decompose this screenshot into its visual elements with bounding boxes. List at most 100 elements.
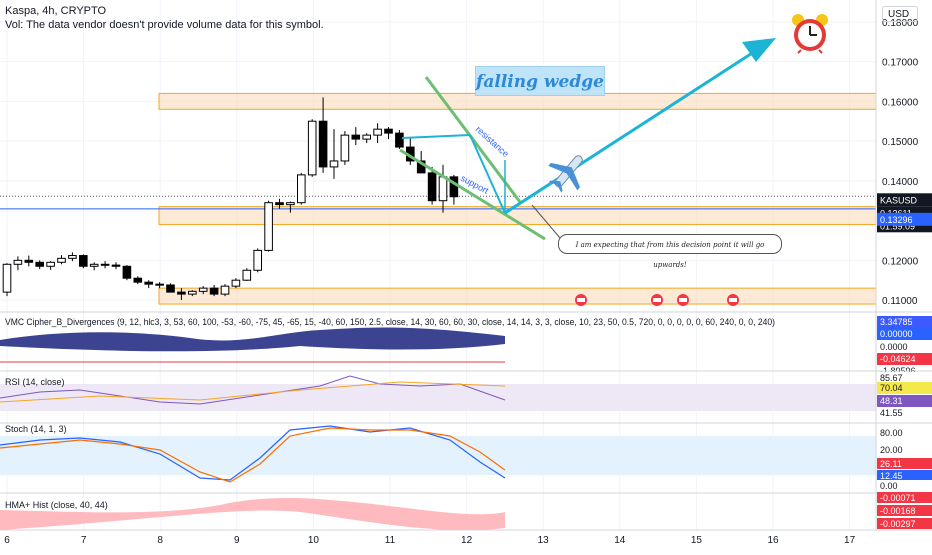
symbol-title: Kaspa, 4h, CRYPTO — [5, 5, 107, 17]
callout-pointer — [531, 204, 561, 239]
candle-body — [253, 249, 262, 271]
candle-body — [427, 172, 437, 202]
candlestick-series — [2, 97, 459, 301]
stoch-value: 0.00 — [880, 481, 898, 491]
candle-body — [329, 160, 339, 168]
callout-note[interactable]: I am expecting that from this decision p… — [558, 234, 782, 269]
volume-note: Vol: The data vendor doesn't provide vol… — [5, 19, 324, 31]
symbol-badge: KASUSD — [880, 195, 918, 205]
stoch-value-bg — [877, 427, 932, 438]
candle-body — [68, 255, 77, 259]
rsi-line — [0, 375, 506, 405]
stoch-value-bg — [877, 444, 932, 455]
price-tick-label: 0.18000 — [882, 18, 919, 29]
event-flag-icon — [679, 298, 687, 302]
vmc-value-bg — [877, 316, 932, 328]
event-flag-icon — [577, 298, 585, 302]
time-tick-label: 8 — [157, 535, 163, 546]
price-tick-label: 0.14000 — [882, 177, 919, 188]
hma-value: -0.00297 — [880, 519, 916, 529]
event-flag-icon — [729, 298, 737, 302]
price-tick-label: 0.12000 — [882, 256, 919, 267]
time-tick-label: 16 — [767, 535, 779, 546]
price-tick-label: 0.11000 — [882, 296, 918, 307]
time-tick-label: 11 — [385, 535, 396, 546]
projection-arrow-head — [742, 38, 776, 62]
time-tick-label: 12 — [461, 535, 473, 546]
candle-body — [155, 283, 164, 286]
rsi-ma-line — [0, 381, 506, 403]
stoch-k-line — [0, 425, 506, 481]
falling-wedge-label[interactable]: falling wedge — [475, 66, 605, 96]
rsi-value: 85.67 — [880, 373, 903, 383]
rsi-value-bg — [877, 407, 932, 419]
hma-value: -0.00071 — [880, 493, 916, 503]
stoch-title: Stoch (14, 1, 3) — [5, 424, 67, 434]
time-tick-label: 7 — [81, 535, 87, 546]
alarm-clock-icon — [790, 12, 830, 54]
time-tick-label: 10 — [308, 535, 320, 546]
stoch-d-line — [0, 427, 506, 483]
candle-body — [286, 202, 295, 206]
candle-body — [438, 176, 448, 202]
candle-body — [100, 263, 110, 266]
stoch-value: 12.45 — [880, 471, 903, 481]
wedge-support-line — [399, 148, 546, 241]
price-tick-label: 0.15000 — [882, 137, 919, 148]
level-price-badge-bg — [877, 212, 932, 226]
candle-body — [166, 284, 175, 293]
candle-body — [242, 269, 252, 281]
candle-body — [209, 287, 219, 295]
stoch-value-bg — [877, 480, 932, 491]
rsi-value: 41.55 — [880, 408, 903, 418]
support-label: support — [459, 173, 491, 196]
symbol-badge-bg — [877, 193, 932, 207]
candle-body — [340, 134, 350, 162]
candle-body — [198, 287, 208, 292]
candle-body — [395, 132, 404, 148]
price-tick-label: 0.17000 — [882, 58, 919, 69]
vmc-value: -0.04624 — [880, 354, 916, 364]
airplane-icon — [547, 150, 589, 194]
vmc-value-bg — [877, 341, 932, 353]
stoch-value: 20.00 — [880, 445, 903, 455]
hma-value-bg — [877, 518, 932, 529]
candle-body — [318, 120, 328, 168]
trendline-segment — [401, 134, 471, 139]
candle-body — [111, 264, 121, 267]
stoch-value-bg — [877, 470, 932, 481]
candle-body — [307, 120, 317, 176]
hma-histogram — [0, 497, 505, 531]
symbol-header: Kaspa, 4h, CRYPTO Vol: The data vendor d… — [5, 4, 324, 32]
vmc-title: VMC Cipher_B_Divergences (9, 12, hlc3, 3… — [5, 317, 775, 327]
rsi-value: 70.04 — [880, 383, 903, 393]
candle-body — [177, 291, 186, 295]
time-tick-label: 14 — [614, 535, 626, 546]
candle-body — [264, 202, 273, 251]
price-zone — [158, 287, 877, 305]
time-tick-label: 15 — [691, 535, 703, 546]
candle-body — [220, 285, 230, 295]
stoch-value-bg — [877, 458, 932, 469]
hma-value: -0.00168 — [880, 506, 916, 516]
candle-body — [373, 128, 382, 136]
time-tick-label: 17 — [844, 535, 856, 546]
candle-body — [89, 263, 99, 267]
price-tick-label: 0.16000 — [882, 97, 919, 108]
candle-body — [144, 281, 153, 285]
hma-value-bg — [877, 505, 932, 516]
indicator-panes: VMC Cipher_B_Divergences (9, 12, hlc3, 3… — [0, 311, 932, 531]
currency-button[interactable]: USD — [882, 6, 918, 22]
time-tick-label: 9 — [234, 535, 240, 546]
projection-arrow-line — [504, 46, 761, 215]
vmc-value: 0.00000 — [880, 329, 913, 339]
event-flag-icon — [653, 298, 661, 302]
rsi-value-bg — [877, 382, 932, 394]
level-price-badge: 0.13296 — [880, 215, 913, 225]
hma-title: HMA+ Hist (close, 40, 44) — [5, 500, 108, 510]
candle-body — [2, 263, 12, 293]
trendline-segment — [469, 134, 506, 214]
